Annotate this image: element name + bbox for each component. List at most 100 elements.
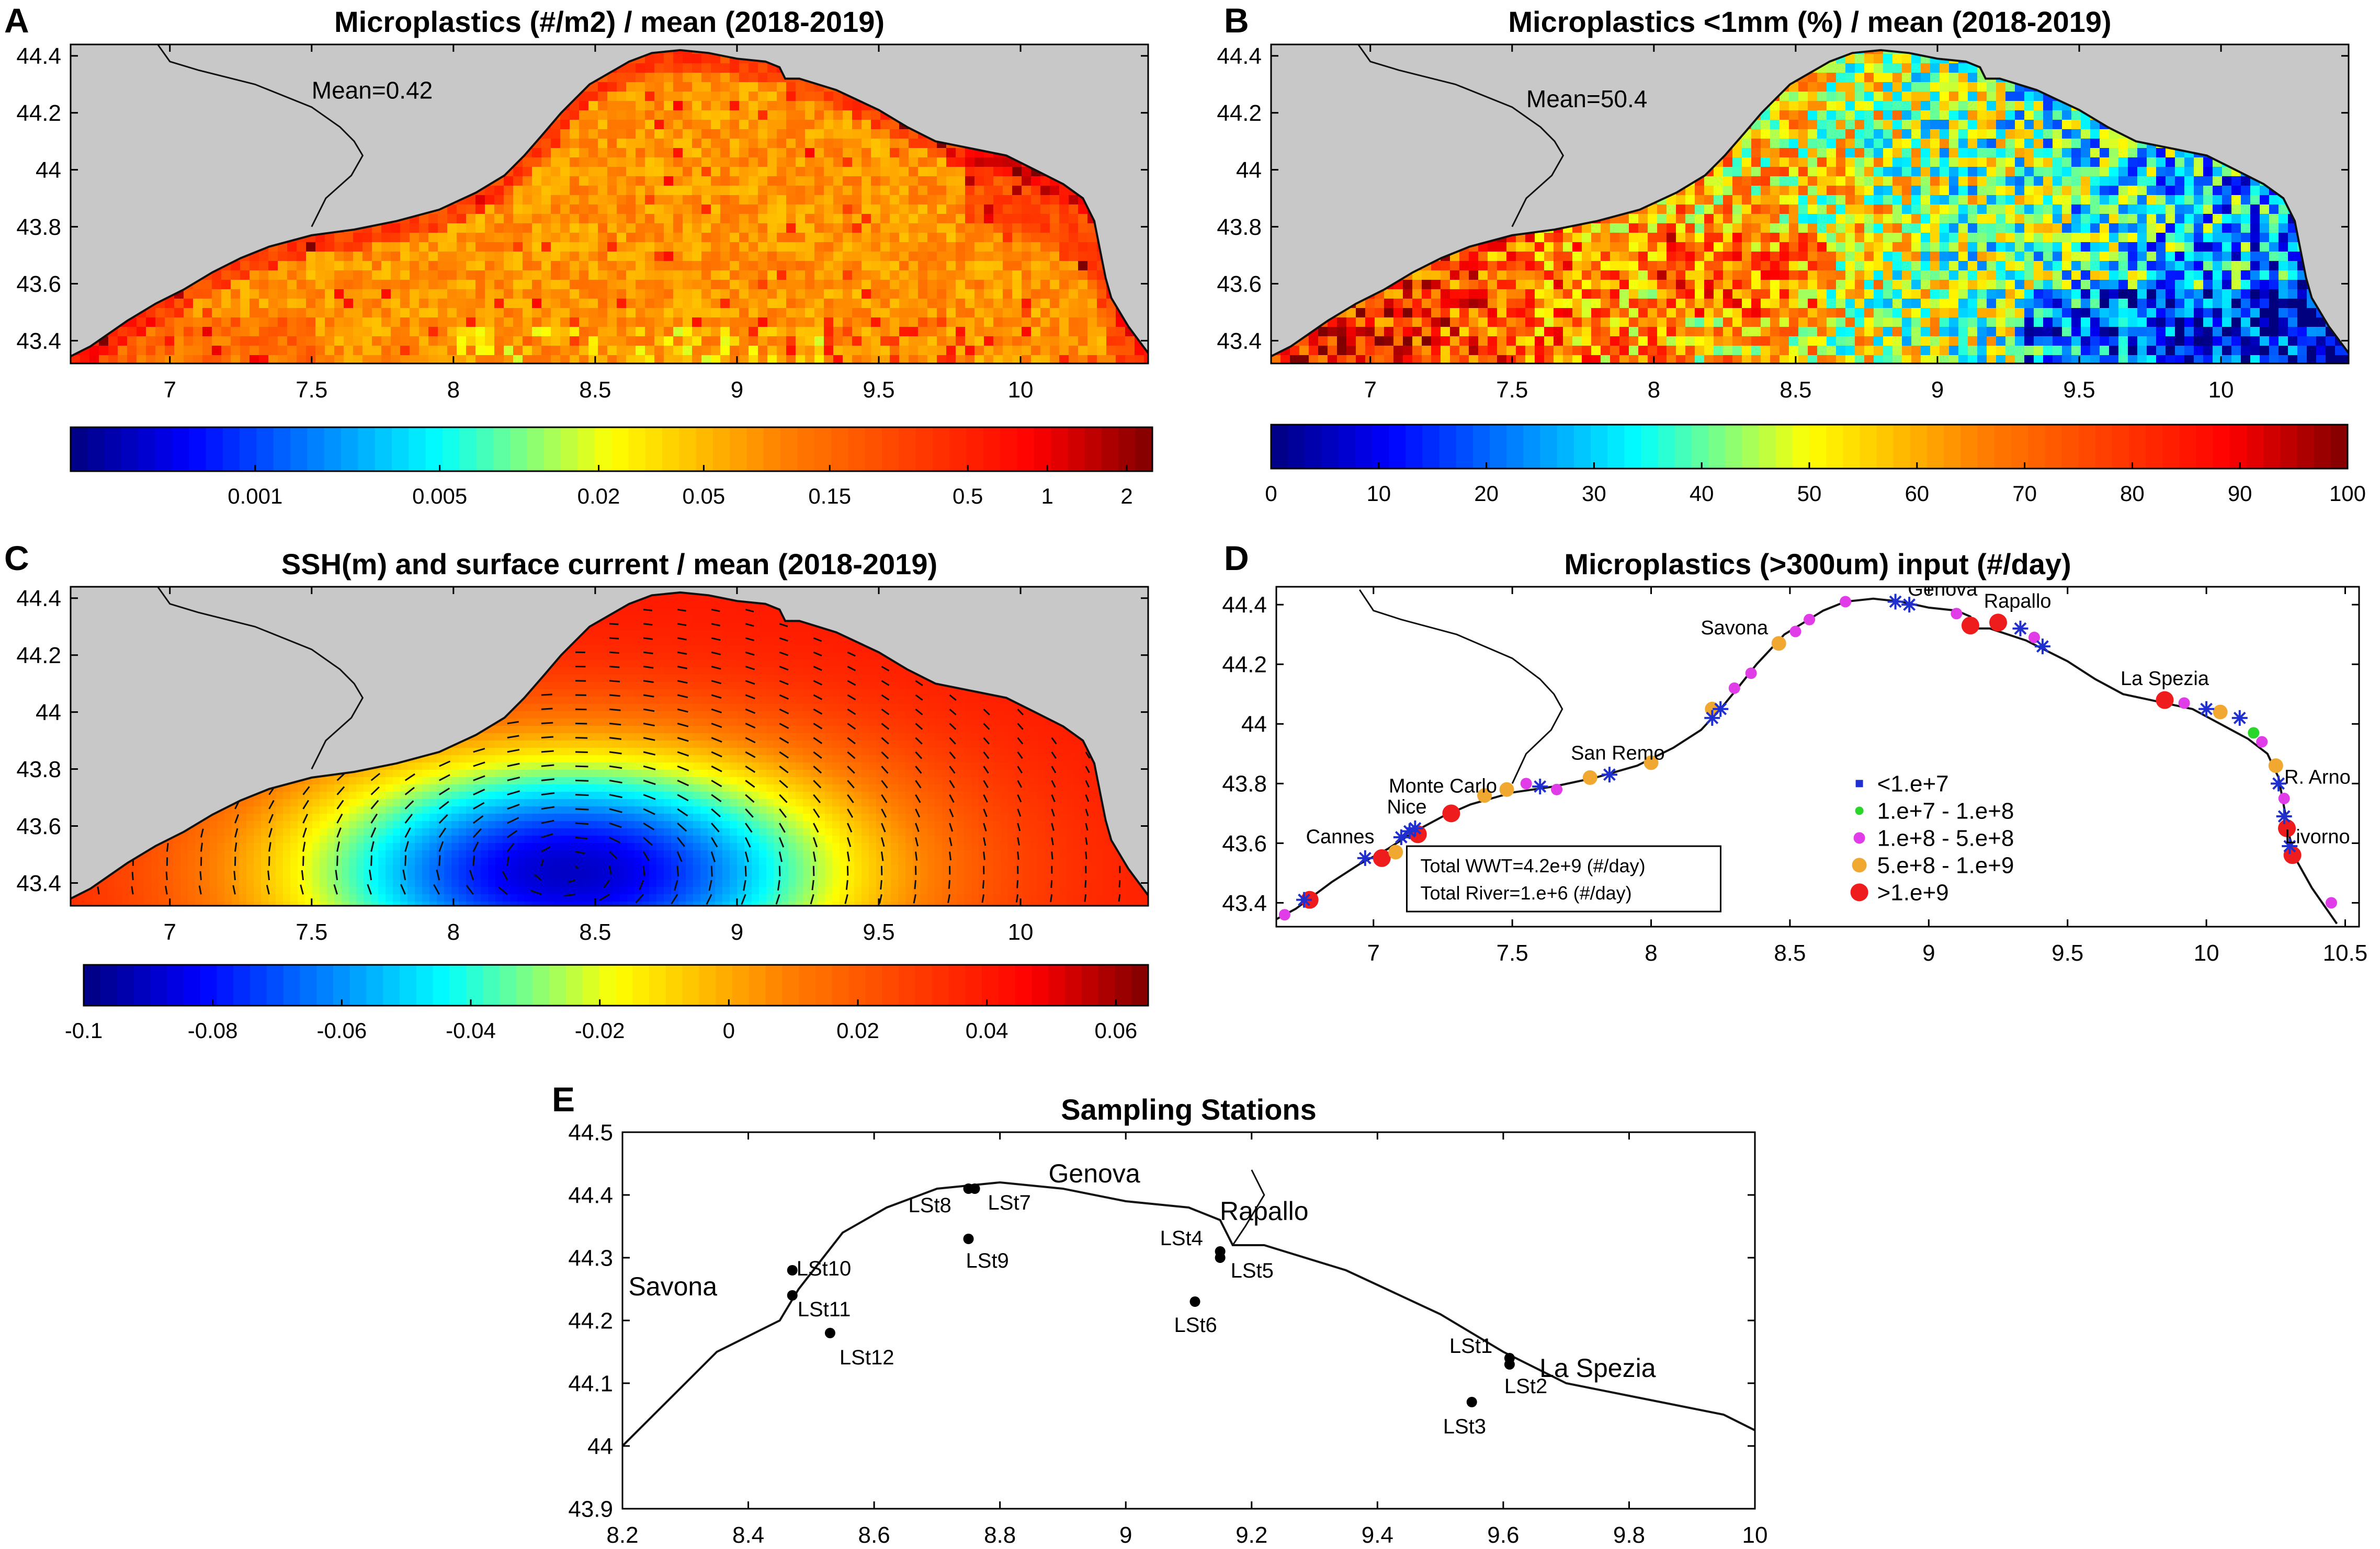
- wwt-star-marker: [1887, 594, 1903, 610]
- input-dot: [2283, 846, 2302, 864]
- colorbar-segment: [1809, 425, 1827, 469]
- y-tick-label: 43.8: [1222, 771, 1267, 797]
- colorbar-segment: [532, 965, 550, 1006]
- colorbar-segment: [815, 965, 833, 1006]
- colorbar-segment: [932, 965, 949, 1006]
- input-dot: [1951, 608, 1963, 620]
- y-tick-label: 44.5: [568, 1120, 613, 1145]
- city-label: Rapallo: [1984, 590, 2052, 612]
- city-label: Genova: [1049, 1159, 1140, 1188]
- colorbar-segment: [1372, 425, 1390, 469]
- colorbar-tick-label: 1: [1041, 484, 1053, 508]
- colorbar-segment: [206, 427, 223, 471]
- colorbar-segment: [1893, 425, 1911, 469]
- input-dot: [1477, 788, 1492, 803]
- input-dot: [2213, 704, 2228, 720]
- colorbar-segment: [1725, 425, 1743, 469]
- colorbar-segment: [1084, 427, 1103, 471]
- y-tick-label: 43.6: [1217, 271, 1262, 297]
- legend-label: <1.e+7: [1877, 771, 1949, 796]
- colorbar-segment: [1439, 425, 1457, 469]
- colorbar-segment: [200, 965, 218, 1006]
- x-tick-label: 8.4: [732, 1522, 764, 1548]
- x-tick-label: 9.2: [1236, 1522, 1267, 1548]
- colorbar-segment: [1927, 425, 1945, 469]
- x-tick-label: 8: [447, 377, 460, 403]
- colorbar-segment: [307, 427, 325, 471]
- colorbar-segment: [316, 965, 334, 1006]
- station-marker: [1504, 1359, 1515, 1370]
- colorbar-segment: [2229, 425, 2248, 469]
- colorbar-segment: [1135, 427, 1153, 471]
- colorbar-tick-label: 40: [1690, 481, 1714, 506]
- city-label: Nice: [1387, 796, 1426, 818]
- colorbar-segment: [442, 427, 460, 471]
- colorbar-segment: [84, 965, 101, 1006]
- colorbar-segment: [679, 427, 697, 471]
- colorbar-segment: [882, 427, 900, 471]
- colorbar-segment: [682, 965, 700, 1006]
- colorbar-segment: [1288, 425, 1306, 469]
- colorbar-segment: [2112, 425, 2129, 469]
- colorbar-tick-label: 0.02: [836, 1018, 879, 1043]
- colorbar-segment: [632, 965, 650, 1006]
- y-tick-label: 44.4: [16, 43, 61, 69]
- colorbar-segment: [1876, 425, 1894, 469]
- legend-marker: [1855, 780, 1863, 788]
- colorbar-segment: [1826, 425, 1844, 469]
- colorbar-segment: [1131, 965, 1149, 1006]
- colorbar-segment: [2078, 425, 2096, 469]
- colorbar-segment: [699, 965, 717, 1006]
- x-tick-label: 9.5: [2052, 940, 2083, 966]
- colorbar-segment: [1960, 425, 1978, 469]
- colorbar-segment: [133, 965, 151, 1006]
- colorbar-segment: [250, 965, 267, 1006]
- city-label: Rapallo: [1220, 1197, 1309, 1226]
- x-tick-label: 8: [447, 919, 460, 945]
- colorbar-segment: [549, 965, 567, 1006]
- panel-E: Genova Rapallo Savona La Spezia LSt1 LSt2 LSt3…: [568, 1093, 1767, 1548]
- colorbar-segment: [466, 965, 484, 1006]
- city-label: La Spezia: [1539, 1353, 1656, 1383]
- input-dot: [1989, 613, 2007, 632]
- colorbar-segment: [1081, 965, 1099, 1006]
- x-tick-label: 8.5: [579, 919, 611, 945]
- colorbar-segment: [865, 427, 882, 471]
- colorbar-frame: [83, 964, 1149, 1007]
- y-tick-label: 43.4: [1222, 891, 1267, 916]
- colorbar-segment: [899, 965, 916, 1006]
- colorbar-segment: [449, 965, 467, 1006]
- land: [71, 587, 1148, 899]
- colorbar-segment: [1910, 425, 1928, 469]
- x-tick-label: 8: [1645, 940, 1657, 966]
- station-label: LSt11: [798, 1298, 851, 1321]
- x-tick-label: 7: [1364, 377, 1376, 403]
- colorbar-segment: [172, 427, 190, 471]
- coastline: [71, 591, 1148, 900]
- y-tick-label: 43.6: [1222, 831, 1267, 857]
- x-tick-label: 8.6: [858, 1522, 890, 1548]
- station-label: LSt2: [1504, 1375, 1547, 1398]
- input-dot: [1804, 613, 1816, 625]
- colorbar-segment: [87, 427, 105, 471]
- colorbar-segment: [222, 427, 241, 471]
- wwt-star-marker: [1601, 767, 1617, 783]
- input-dot: [1551, 783, 1563, 795]
- mean-annotation: Mean=50.4: [1526, 85, 1647, 112]
- chart-title: Microplastics <1mm (%) / mean (2018-2019…: [1508, 5, 2111, 38]
- colorbar-tick-label: 90: [2228, 481, 2252, 506]
- station-label: LSt6: [1174, 1314, 1217, 1337]
- colorbar-tick-label: 10: [1366, 481, 1391, 506]
- y-tick-label: 43.6: [16, 271, 61, 297]
- colorbar-segment: [366, 965, 384, 1006]
- colorbar-segment: [104, 427, 122, 471]
- colorbar-tick-label: 0.02: [577, 484, 620, 508]
- legend-label: 5.e+8 - 1.e+9: [1877, 852, 2014, 878]
- colorbar-segment: [416, 965, 434, 1006]
- x-tick-label: 7.5: [1497, 940, 1528, 966]
- colorbar-segment: [375, 427, 392, 471]
- x-tick-label: 8: [1648, 377, 1660, 403]
- colorbar-segment: [566, 965, 583, 1006]
- station-label: LSt8: [909, 1194, 951, 1217]
- colorbar-segment: [2297, 425, 2315, 469]
